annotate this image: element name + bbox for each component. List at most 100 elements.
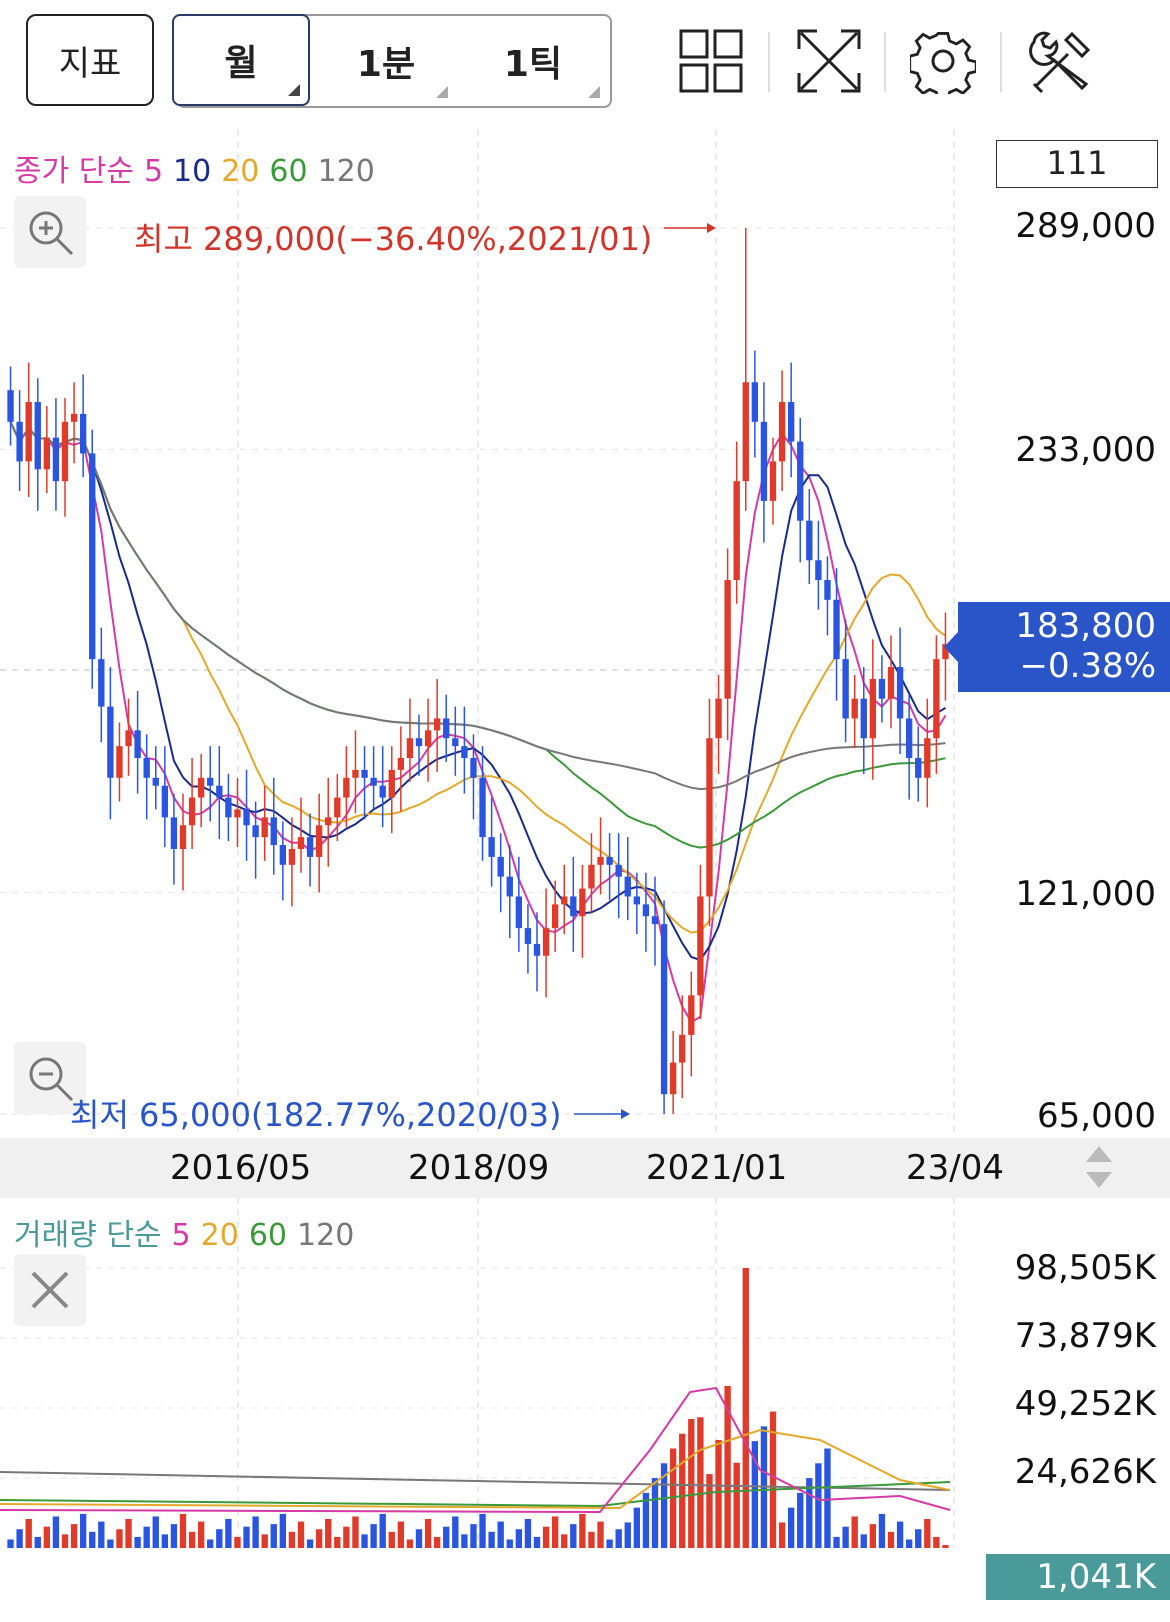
volume-bar bbox=[933, 1536, 940, 1548]
period-tab-tick[interactable]: 1틱 bbox=[458, 16, 608, 106]
ma-line-5 bbox=[9, 421, 947, 1024]
volume-bar bbox=[905, 1539, 913, 1548]
close-volume-button[interactable] bbox=[14, 1254, 86, 1326]
volume-bar bbox=[688, 1418, 695, 1548]
toolbar-divider bbox=[1000, 32, 1002, 92]
volume-bar bbox=[16, 1529, 23, 1548]
candle-body bbox=[887, 667, 895, 699]
candle-body bbox=[252, 825, 259, 838]
volume-bar bbox=[379, 1513, 386, 1548]
candlestick-chart[interactable] bbox=[0, 130, 1170, 1622]
volume-bar bbox=[252, 1516, 259, 1548]
zoom-out-icon bbox=[29, 1057, 74, 1102]
close-icon bbox=[31, 1271, 69, 1309]
candle-body bbox=[524, 928, 532, 944]
candle-body bbox=[606, 856, 613, 865]
volume-bar bbox=[143, 1526, 150, 1548]
panel-resize-handle[interactable] bbox=[1076, 1140, 1122, 1194]
candle-body bbox=[824, 580, 831, 600]
volume-bar bbox=[161, 1534, 169, 1548]
candle-body bbox=[70, 413, 78, 422]
candle-body bbox=[279, 845, 287, 865]
volume-bar bbox=[615, 1529, 622, 1548]
candle-body bbox=[188, 797, 196, 826]
volume-bar bbox=[70, 1524, 78, 1548]
volume-bar bbox=[860, 1534, 867, 1548]
volume-bar bbox=[633, 1507, 641, 1548]
zoom-out-button[interactable] bbox=[14, 1042, 86, 1114]
fullscreen-icon[interactable] bbox=[790, 22, 868, 100]
candle-body bbox=[288, 848, 296, 865]
vol-label-49252k: 49,252K bbox=[1014, 1384, 1156, 1424]
candle-body bbox=[624, 876, 631, 897]
toolbar-divider bbox=[884, 32, 886, 92]
tools-icon[interactable] bbox=[1022, 22, 1100, 100]
candle-body bbox=[52, 437, 60, 482]
volume-bar bbox=[52, 1516, 60, 1548]
indicator-button[interactable]: 지표 bbox=[26, 14, 154, 106]
candle-body bbox=[98, 659, 105, 707]
volume-bar bbox=[443, 1526, 450, 1548]
candle-body bbox=[715, 698, 722, 739]
volume-bar bbox=[370, 1524, 377, 1548]
candle-body bbox=[397, 758, 405, 770]
candle-body bbox=[379, 785, 386, 798]
ma-legend-5: 5 bbox=[143, 154, 164, 189]
ma-line-10 bbox=[9, 421, 947, 962]
candle-body bbox=[134, 730, 141, 759]
period-selector: 월 1분 1틱 bbox=[172, 14, 612, 108]
volume-bar bbox=[116, 1529, 123, 1548]
volume-bar bbox=[388, 1531, 395, 1548]
candle-body bbox=[797, 441, 804, 521]
volume-bar bbox=[270, 1524, 277, 1548]
volume-bar bbox=[924, 1519, 931, 1548]
volume-bars bbox=[7, 1268, 949, 1548]
zoom-in-button[interactable] bbox=[14, 196, 86, 268]
candle-body bbox=[679, 1034, 686, 1063]
volume-bar bbox=[207, 1539, 214, 1548]
candle-body bbox=[933, 659, 940, 739]
volume-bar bbox=[179, 1513, 187, 1548]
volume-bar bbox=[98, 1521, 105, 1548]
volume-bar bbox=[887, 1531, 895, 1548]
gear-icon[interactable] bbox=[904, 22, 982, 100]
candle-body bbox=[61, 421, 69, 482]
grid-layout-icon[interactable] bbox=[672, 22, 750, 100]
period-tab-month[interactable]: 월 bbox=[172, 14, 310, 106]
volume-bar bbox=[533, 1536, 541, 1548]
candle-body bbox=[915, 758, 922, 778]
volume-bar bbox=[288, 1531, 296, 1548]
up-down-arrow-icon bbox=[1086, 1146, 1112, 1188]
y-label-65000: 65,000 bbox=[1037, 1096, 1156, 1136]
vol-ma-60 bbox=[0, 1481, 951, 1508]
candle-body bbox=[89, 453, 96, 660]
volume-bar bbox=[325, 1519, 332, 1548]
candle-body bbox=[488, 837, 495, 857]
volume-bar bbox=[415, 1529, 423, 1548]
volume-bar bbox=[152, 1516, 159, 1548]
volume-bar bbox=[497, 1521, 504, 1548]
ma-legend-20: 20 bbox=[221, 154, 260, 189]
zoom-in-icon bbox=[29, 211, 74, 256]
volume-bar bbox=[188, 1531, 196, 1548]
volume-bar bbox=[79, 1513, 87, 1548]
candle-body bbox=[878, 678, 886, 699]
candle-body bbox=[197, 777, 205, 798]
volume-bar bbox=[561, 1534, 568, 1548]
y-label-121000: 121,000 bbox=[1015, 874, 1156, 914]
volume-bar bbox=[89, 1531, 96, 1548]
vol-label-73879k: 73,879K bbox=[1014, 1316, 1156, 1356]
candle-body bbox=[924, 738, 931, 778]
candle-count-input[interactable]: 111 bbox=[996, 140, 1158, 188]
candle-body bbox=[860, 698, 867, 739]
candle-body bbox=[561, 896, 568, 905]
candle-body bbox=[243, 809, 250, 826]
vol-label-98505k: 98,505K bbox=[1014, 1248, 1156, 1288]
period-tab-minute[interactable]: 1분 bbox=[316, 16, 456, 106]
candle-body bbox=[207, 777, 214, 786]
volume-bar bbox=[134, 1536, 141, 1548]
candle-body bbox=[769, 461, 777, 501]
candle-body bbox=[452, 738, 459, 747]
ma-line-120 bbox=[9, 421, 946, 791]
candle-body bbox=[25, 402, 32, 462]
